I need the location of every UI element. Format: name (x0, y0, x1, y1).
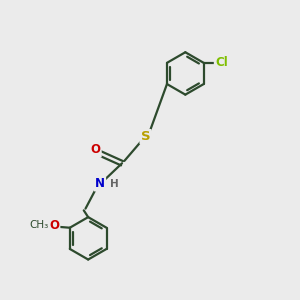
Text: Cl: Cl (215, 56, 228, 69)
Text: O: O (49, 219, 59, 232)
Text: S: S (141, 130, 150, 143)
Text: O: O (91, 143, 100, 157)
Text: N: N (95, 177, 105, 190)
Text: CH₃: CH₃ (29, 220, 49, 230)
Text: H: H (110, 179, 118, 189)
